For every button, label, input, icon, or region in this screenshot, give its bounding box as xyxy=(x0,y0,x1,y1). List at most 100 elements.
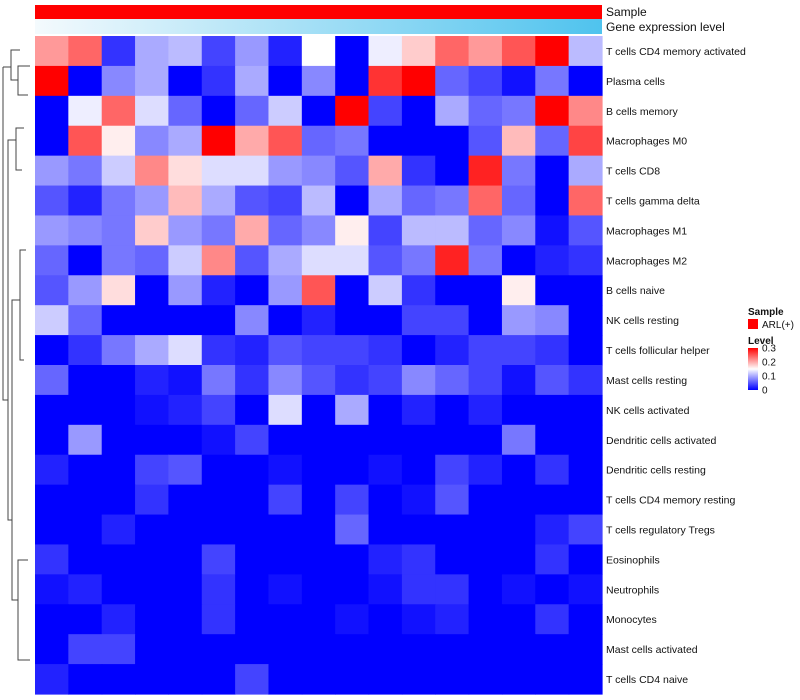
heatmap-cell xyxy=(468,125,503,157)
heatmap-cell xyxy=(501,544,536,575)
heatmap-cell xyxy=(35,634,69,665)
heatmap-cell xyxy=(335,155,370,187)
legend-level-tick: 0.1 xyxy=(762,372,776,383)
heatmap-cell xyxy=(301,185,336,217)
heatmap-cell xyxy=(501,664,536,695)
heatmap-cell xyxy=(201,484,236,516)
heatmap-cell xyxy=(35,335,69,366)
heatmap-cell xyxy=(135,185,170,217)
heatmap-cell xyxy=(335,215,370,246)
heatmap-cell xyxy=(535,155,570,187)
heatmap-cell xyxy=(335,36,370,67)
heatmap-cell xyxy=(468,664,503,695)
heatmap-cell xyxy=(201,65,236,97)
heatmap-cell xyxy=(68,36,103,67)
heatmap-cell xyxy=(501,125,536,157)
heatmap-cell xyxy=(568,65,603,97)
heatmap-cell xyxy=(535,365,570,396)
expression-annotation-label: Gene expression level xyxy=(606,20,725,34)
heatmap-cell xyxy=(235,335,270,366)
heatmap-cell xyxy=(168,454,203,486)
heatmap-cell xyxy=(301,365,336,396)
heatmap-cell xyxy=(468,65,503,97)
heatmap-cell xyxy=(301,514,336,546)
heatmap-cell xyxy=(135,245,170,276)
heatmap-cell xyxy=(535,514,570,546)
heatmap-cell xyxy=(468,634,503,665)
heatmap-cell xyxy=(35,275,69,306)
heatmap-cell xyxy=(268,544,303,575)
heatmap-cell xyxy=(168,604,203,635)
heatmap-cell xyxy=(568,634,603,665)
heatmap-cell xyxy=(235,275,270,306)
heatmap-cell xyxy=(501,36,536,67)
legend-sample-title: Sample xyxy=(748,307,784,318)
heatmap-cell xyxy=(235,484,270,516)
heatmap-cell xyxy=(268,634,303,665)
heatmap-cell xyxy=(68,65,103,97)
heatmap-cell xyxy=(468,424,503,456)
heatmap-cell xyxy=(235,394,270,426)
heatmap-cell xyxy=(368,574,403,605)
heatmap-cell xyxy=(101,484,136,516)
heatmap-cell xyxy=(201,95,236,127)
heatmap-cell xyxy=(335,125,370,157)
heatmap-cell xyxy=(535,484,570,516)
heatmap-cell xyxy=(335,484,370,516)
heatmap-cell xyxy=(135,365,170,396)
heatmap-cell xyxy=(468,305,503,336)
heatmap-cell xyxy=(501,484,536,516)
heatmap-cell xyxy=(168,424,203,456)
heatmap-cell xyxy=(435,275,470,306)
heatmap-cell xyxy=(401,424,436,456)
heatmap-cell xyxy=(535,604,570,635)
legend-level-tick: 0.3 xyxy=(762,344,776,355)
heatmap-cell xyxy=(168,514,203,546)
heatmap-cell xyxy=(168,275,203,306)
heatmap-cell xyxy=(101,365,136,396)
heatmap-cell xyxy=(568,95,603,127)
row-label: T cells CD4 memory resting xyxy=(606,495,735,507)
heatmap-cell xyxy=(468,514,503,546)
heatmap-cell xyxy=(35,574,69,605)
heatmap-cell xyxy=(401,484,436,516)
heatmap-cell xyxy=(268,305,303,336)
heatmap-cell xyxy=(301,664,336,695)
heatmap-cell xyxy=(268,245,303,276)
heatmap-cell xyxy=(435,305,470,336)
heatmap-cell xyxy=(401,125,436,157)
heatmap-cell xyxy=(368,664,403,695)
row-label: Mast cells activated xyxy=(606,644,698,656)
heatmap-cell xyxy=(568,335,603,366)
heatmap-cell xyxy=(168,544,203,575)
heatmap-cell xyxy=(301,634,336,665)
heatmap-cell xyxy=(68,305,103,336)
heatmap-cell xyxy=(335,275,370,306)
heatmap-cell xyxy=(68,424,103,456)
heatmap-cell xyxy=(335,424,370,456)
heatmap-cell xyxy=(301,305,336,336)
heatmap-cell xyxy=(201,125,236,157)
heatmap-cell xyxy=(501,514,536,546)
heatmap-cell xyxy=(201,155,236,187)
heatmap-cell xyxy=(135,604,170,635)
heatmap-cell xyxy=(535,65,570,97)
heatmap-cell xyxy=(101,514,136,546)
heatmap-cell xyxy=(401,155,436,187)
heatmap-cell xyxy=(101,454,136,486)
heatmap-cell xyxy=(301,424,336,456)
row-label: Neutrophils xyxy=(606,584,659,596)
row-label: Eosinophils xyxy=(606,554,660,566)
heatmap-cell xyxy=(68,365,103,396)
heatmap-cell xyxy=(401,335,436,366)
heatmap-cell xyxy=(435,185,470,217)
heatmap-cell xyxy=(401,544,436,575)
heatmap-cell xyxy=(168,155,203,187)
heatmap-cell xyxy=(301,95,336,127)
heatmap-cell xyxy=(335,65,370,97)
heatmap-cell xyxy=(501,424,536,456)
heatmap-cell xyxy=(468,36,503,67)
heatmap-cell xyxy=(235,574,270,605)
heatmap-cell xyxy=(235,544,270,575)
heatmap-cell xyxy=(568,365,603,396)
